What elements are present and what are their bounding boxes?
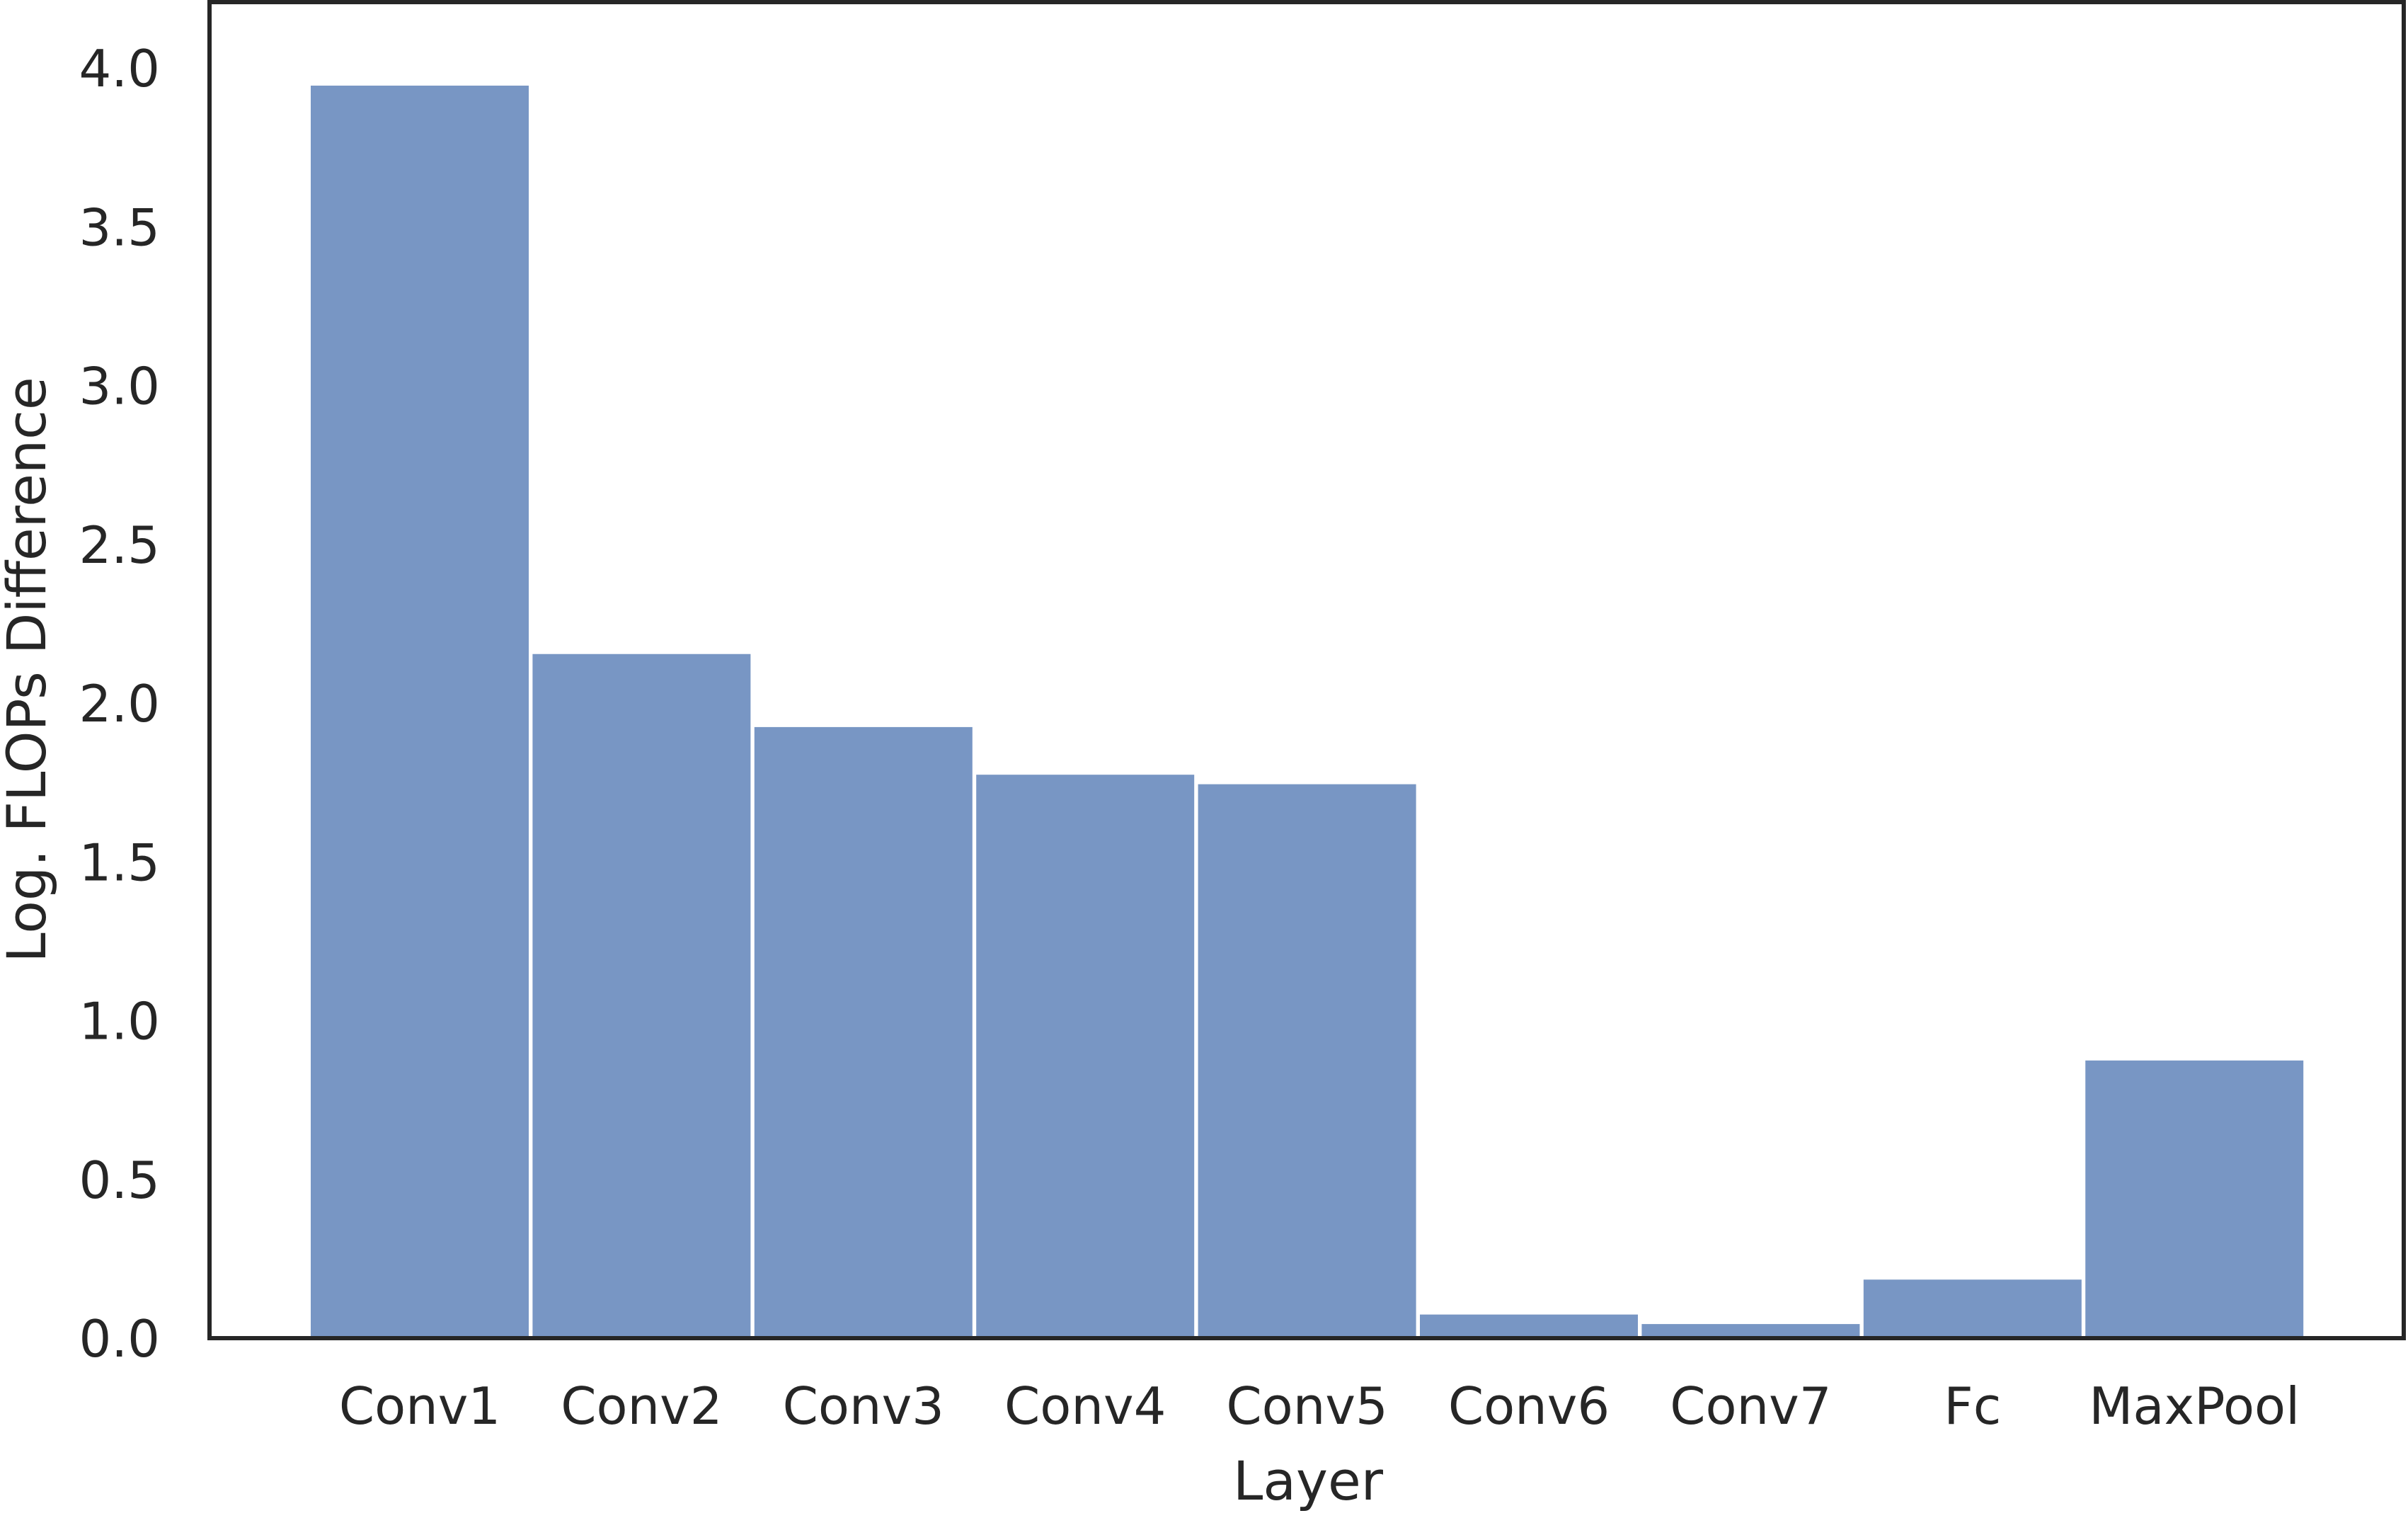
y-tick-labels: 0.0 0.5 1.0 1.5 2.0 2.5 3.0 3.5 4.0 <box>79 39 160 1369</box>
x-tick-label: Conv7 <box>1670 1376 1831 1436</box>
bar-conv2 <box>529 650 755 1340</box>
x-tick-labels: Conv1 Conv2 Conv3 Conv4 Conv5 Conv6 Conv7 Fc Max… <box>339 1376 2300 1436</box>
y-tick-label: 2.5 <box>79 515 160 575</box>
x-tick-label: Conv4 <box>1004 1376 1166 1436</box>
bar-maxpool <box>2082 1056 2307 1340</box>
bar-conv3 <box>750 723 976 1340</box>
x-tick-label: Conv5 <box>1226 1376 1387 1436</box>
x-tick-label: Conv1 <box>339 1376 500 1436</box>
bar-conv5 <box>1194 780 1420 1340</box>
bar-conv1 <box>307 81 532 1340</box>
x-tick-label: Conv6 <box>1448 1376 1610 1436</box>
x-tick-label: MaxPool <box>2089 1376 2300 1436</box>
x-tick-label: Conv3 <box>783 1376 944 1436</box>
y-axis-label: Log. FLOPs Difference <box>0 377 58 962</box>
axes-frame <box>207 0 2406 1340</box>
y-tick-label: 2.0 <box>79 674 160 734</box>
x-tick-label: Conv2 <box>561 1376 722 1436</box>
x-axis-label: Layer <box>1233 1449 1384 1512</box>
y-tick-label: 1.5 <box>79 833 160 892</box>
x-tick-label: Fc <box>1944 1376 2001 1436</box>
bar-conv4 <box>973 771 1198 1340</box>
y-tick-label: 4.0 <box>79 39 160 98</box>
bars-group <box>307 81 2307 1340</box>
y-tick-label: 1.0 <box>79 992 160 1051</box>
y-tick-label: 0.0 <box>79 1309 160 1369</box>
y-tick-label: 3.5 <box>79 198 160 257</box>
bar-fc <box>1859 1276 2085 1340</box>
y-tick-label: 3.0 <box>79 357 160 416</box>
y-tick-label: 0.5 <box>79 1151 160 1210</box>
bar-conv7 <box>1638 1320 1864 1340</box>
bar-conv6 <box>1416 1311 1641 1340</box>
